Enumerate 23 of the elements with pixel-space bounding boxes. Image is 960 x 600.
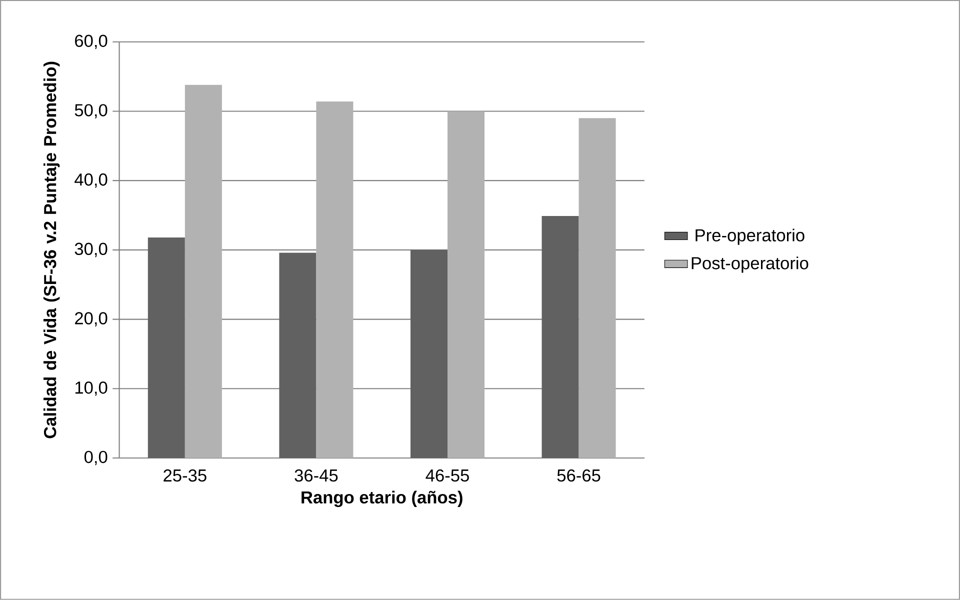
y-tick-label: 30,0 — [74, 242, 108, 258]
x-tick-label: 46-55 — [426, 469, 469, 482]
y-tick-label: 40,0 — [74, 173, 108, 188]
bar — [542, 216, 579, 458]
bar — [410, 250, 448, 458]
bar — [448, 111, 485, 458]
y-tick-label: 0,0 — [84, 450, 108, 466]
bar — [184, 84, 222, 458]
y-tick-label: 50,0 — [74, 104, 108, 118]
y-tick-label: 60,0 — [75, 34, 108, 50]
y-axis-title: Calidad de Vida (SF-36 v.2 Puntaje Promedio) — [43, 62, 60, 438]
legend-label: Pre-operatorio — [696, 228, 804, 245]
y-tick-label: 10,0 — [75, 382, 108, 396]
bar — [578, 118, 616, 458]
bar — [279, 252, 316, 458]
x-axis-title: Rango etario (años) — [302, 490, 462, 508]
bar — [148, 237, 185, 458]
y-tick-label: 20,0 — [75, 312, 108, 326]
x-tick-label: 56-65 — [557, 469, 600, 482]
x-tick-label: 36-45 — [294, 469, 338, 482]
x-tick-label: 25-35 — [164, 469, 206, 482]
legend-label: Post-operatorio — [692, 256, 808, 273]
bar — [316, 102, 354, 458]
